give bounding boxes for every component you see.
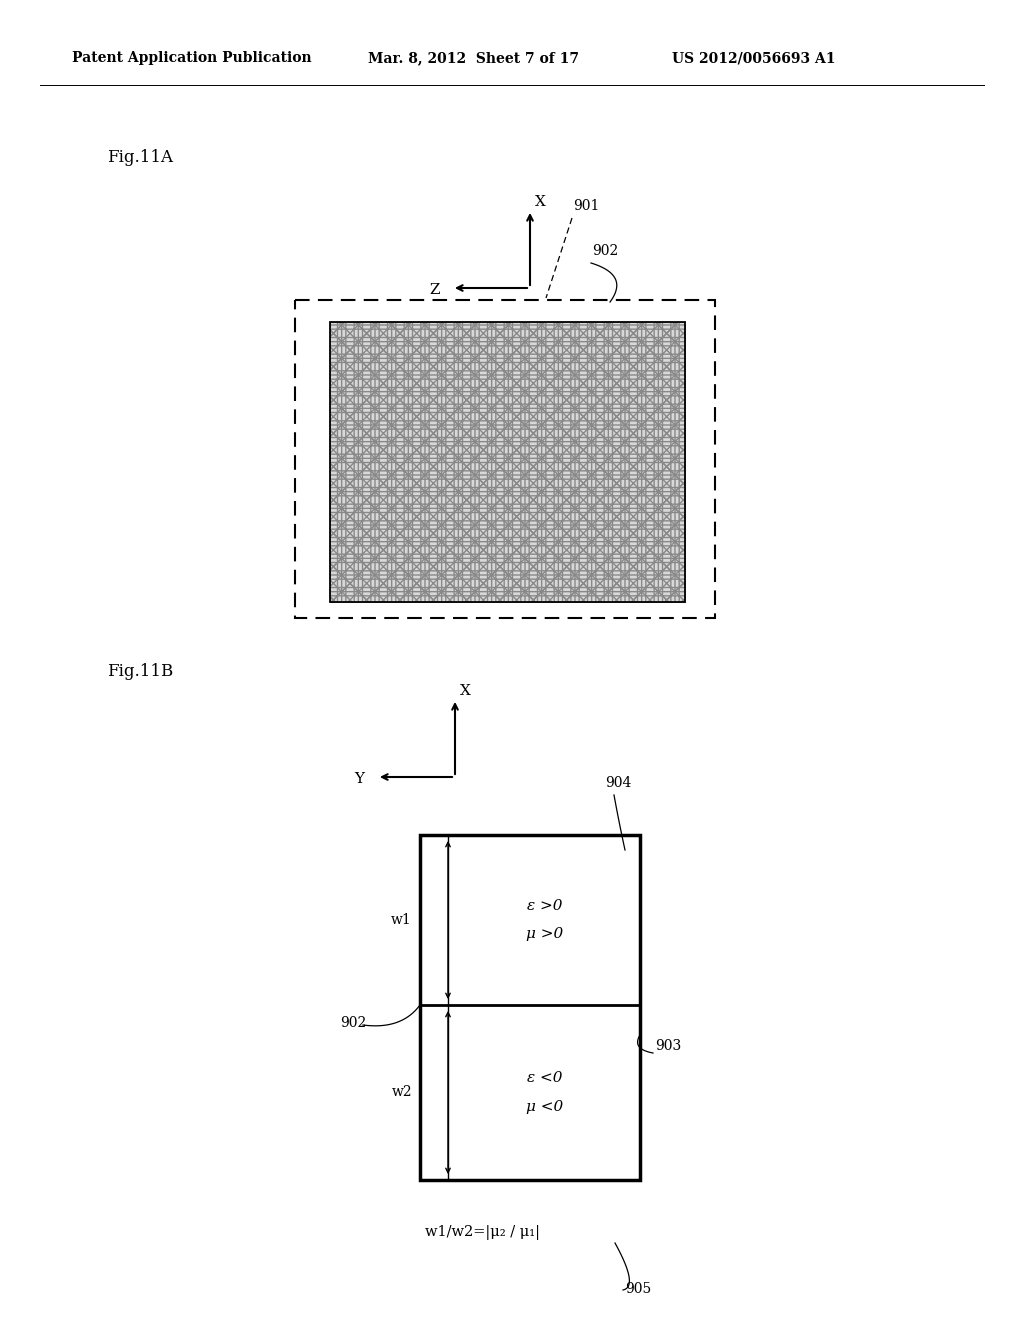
Text: w1/w2=|μ₂ / μ₁|: w1/w2=|μ₂ / μ₁| xyxy=(425,1225,540,1239)
Text: 903: 903 xyxy=(655,1039,681,1053)
Text: X: X xyxy=(535,195,546,209)
Text: w1: w1 xyxy=(391,913,412,927)
Text: w2: w2 xyxy=(391,1085,412,1100)
Text: X: X xyxy=(460,684,471,698)
Text: US 2012/0056693 A1: US 2012/0056693 A1 xyxy=(672,51,836,65)
Text: Y: Y xyxy=(354,772,364,785)
Bar xyxy=(295,300,715,618)
Bar xyxy=(420,836,640,1180)
Text: ε >0: ε >0 xyxy=(527,899,563,913)
Text: Fig.11A: Fig.11A xyxy=(106,149,173,166)
Text: 902: 902 xyxy=(340,1016,367,1030)
Text: 901: 901 xyxy=(573,199,599,213)
Text: 902: 902 xyxy=(592,244,618,257)
Bar xyxy=(330,322,685,602)
Text: Z: Z xyxy=(430,282,440,297)
Text: μ <0: μ <0 xyxy=(526,1100,563,1114)
Bar xyxy=(330,322,685,602)
Bar xyxy=(330,322,685,602)
Text: Patent Application Publication: Patent Application Publication xyxy=(72,51,311,65)
Text: 905: 905 xyxy=(625,1282,651,1296)
Text: Fig.11B: Fig.11B xyxy=(106,664,173,681)
Text: 904: 904 xyxy=(605,776,632,789)
Bar xyxy=(330,322,685,602)
Text: μ >0: μ >0 xyxy=(526,927,563,941)
Bar xyxy=(330,322,685,602)
Text: ε <0: ε <0 xyxy=(527,1072,563,1085)
Text: Mar. 8, 2012  Sheet 7 of 17: Mar. 8, 2012 Sheet 7 of 17 xyxy=(368,51,579,65)
Bar xyxy=(330,322,685,602)
